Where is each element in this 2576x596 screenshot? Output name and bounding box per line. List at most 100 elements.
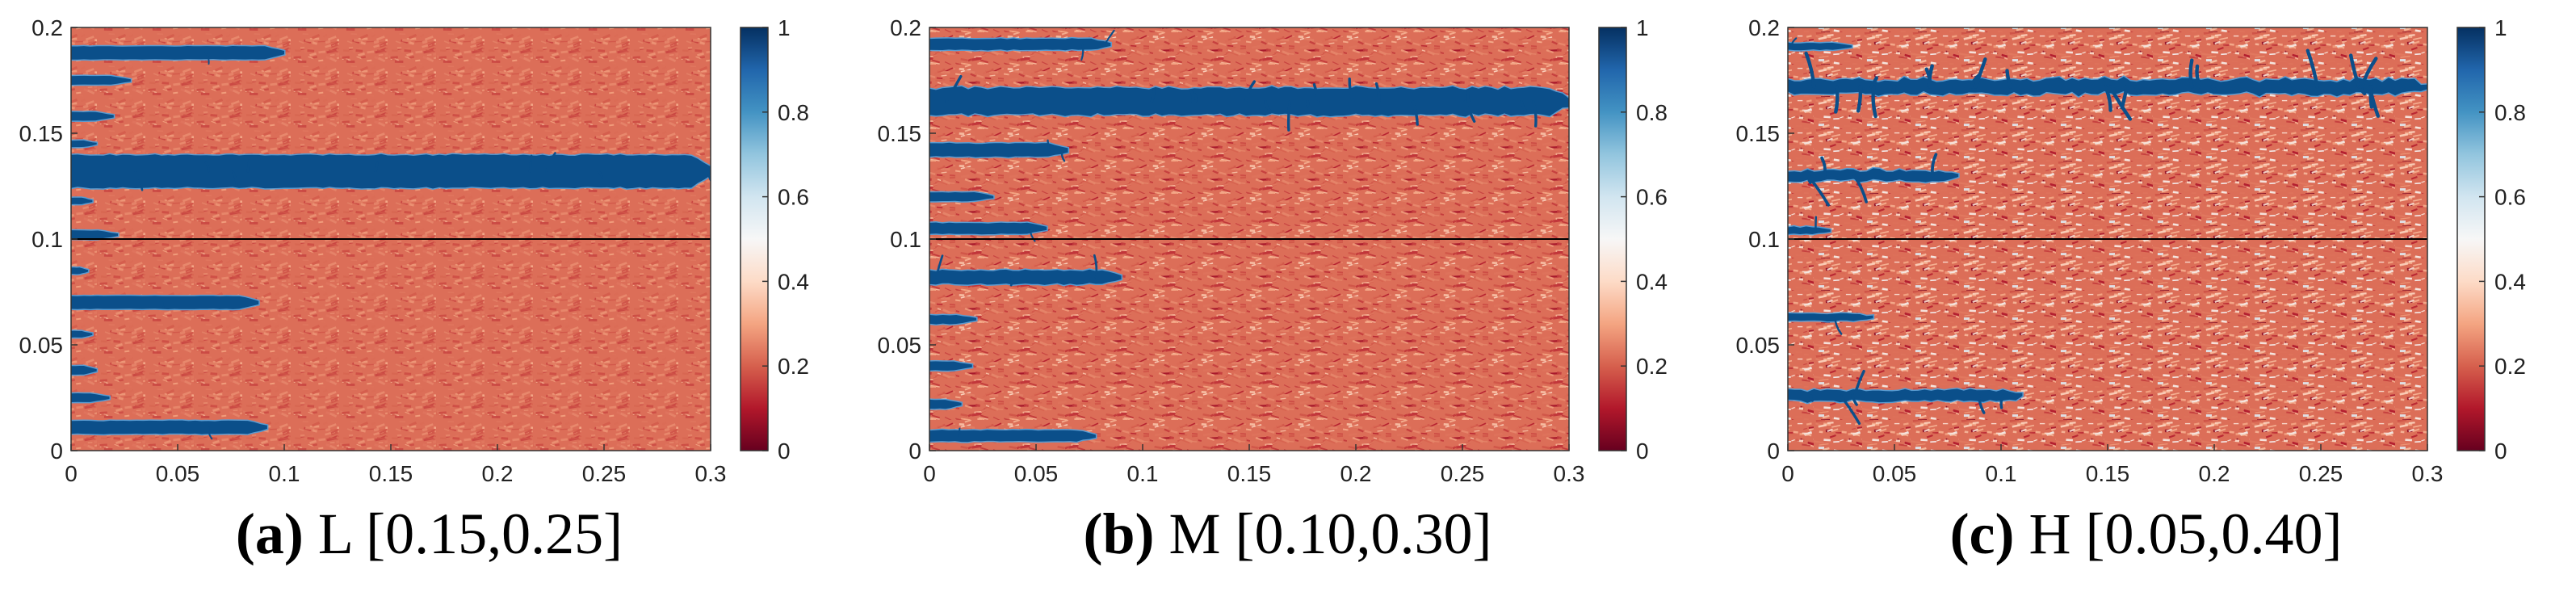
crack-branch	[1856, 85, 1863, 113]
y-tick-label: 0	[50, 439, 63, 464]
x-tick-label: 0.3	[1554, 461, 1585, 485]
x-tick-label: 0.05	[1014, 461, 1059, 485]
crack-branch	[2368, 85, 2380, 118]
crack-branch	[2108, 85, 2133, 121]
x-tick-label: 0	[65, 461, 78, 485]
crack-branch	[1924, 67, 1932, 89]
crack-branch	[1852, 174, 1868, 204]
colorbar-tick-label: 0.6	[1636, 185, 1668, 210]
caption-letter-c: (c)	[1949, 502, 2015, 566]
crack-branch	[1806, 174, 1831, 207]
crack-branch	[1871, 85, 1877, 119]
x-tick-label: 0.05	[156, 461, 200, 485]
y-tick-label: 0.2	[31, 15, 63, 40]
crack	[929, 222, 1047, 235]
crack-branch	[1532, 100, 1538, 128]
crack-branch	[1869, 76, 1878, 89]
colorbar	[740, 27, 769, 451]
crack-branch	[232, 170, 238, 187]
y-tick-label: 0.05	[19, 333, 64, 358]
crack-branch	[1839, 394, 1861, 425]
caption-b: (b) M [0.10,0.30]	[858, 501, 1717, 568]
crack-branch	[1999, 394, 2005, 409]
crack-branch	[2210, 85, 2217, 94]
x-tick-label: 0.1	[1986, 461, 2017, 485]
x-tick-label: 0.2	[1340, 461, 1372, 485]
crack-branch	[1809, 394, 1814, 402]
crack	[929, 86, 1569, 117]
caption-text-c: H [0.05,0.40]	[2028, 502, 2343, 566]
colorbar-tick-label: 0.8	[778, 100, 809, 125]
caption-letter-b: (b)	[1083, 502, 1155, 566]
crack-branch	[246, 159, 250, 173]
crack-branch	[2349, 53, 2361, 89]
heatmap-plot-c: 0 0.05 0.1 0.15 0.2 0.25 0.3 0 0.05 0.1 0.15 0.2 0 0.…	[1736, 15, 2526, 485]
crack-branch	[2305, 48, 2319, 89]
cracks-group	[1788, 37, 2427, 425]
colorbar-tick-label: 1	[1636, 15, 1649, 40]
crack-branch	[934, 254, 944, 279]
crack-branch	[1790, 37, 1798, 48]
x-tick-label: 0.15	[2086, 461, 2130, 485]
colorbar-tick-label: 0.2	[778, 354, 809, 379]
x-tick-label: 0.25	[2299, 461, 2343, 485]
crack-branch	[1306, 100, 1310, 108]
y-tick-label: 0.15	[1736, 121, 1781, 146]
crack-branch	[1029, 227, 1036, 242]
panel-c: 0 0.05 0.1 0.15 0.2 0.25 0.3 0 0.05 0.1 0.15 0.2 0 0.…	[1717, 0, 2575, 596]
colorbar-tick-label: 0	[778, 439, 791, 464]
colorbar-tick-label: 0.2	[1636, 354, 1668, 379]
y-tick-label: 0	[908, 439, 921, 464]
crack	[71, 230, 119, 240]
crack-branch	[1463, 100, 1476, 123]
caption-text-b: M [0.10,0.30]	[1168, 502, 1492, 566]
crack	[929, 192, 994, 202]
y-tick-label: 0.1	[890, 227, 921, 252]
colorbar-tick-label: 0	[2494, 439, 2507, 464]
y-tick-label: 0	[1767, 439, 1780, 464]
crack	[71, 296, 259, 309]
colorbar	[2456, 27, 2486, 451]
crack-branch	[1374, 82, 1381, 103]
crack-branch	[1103, 29, 1115, 46]
colorbar	[1598, 27, 1627, 451]
crack-branch	[1411, 100, 1419, 126]
crack-branch	[1080, 43, 1085, 61]
x-tick-label: 0.2	[2199, 461, 2230, 485]
crack-branch	[1047, 139, 1051, 152]
crack	[929, 38, 1111, 51]
x-tick-label: 0	[1781, 461, 1794, 485]
colorbar-tick-label: 0.4	[2494, 269, 2526, 294]
crack	[1788, 226, 1831, 234]
crack-branch	[1834, 316, 1843, 335]
crack-branch	[2133, 85, 2141, 94]
y-tick-label: 0.05	[1736, 333, 1781, 358]
cracks-group	[929, 29, 1569, 443]
x-tick-label: 0.3	[2412, 461, 2444, 485]
crack-branch	[1804, 51, 1816, 89]
crack-branch	[204, 161, 210, 173]
colorbar-tick-label: 0.4	[1636, 269, 1668, 294]
crack	[929, 430, 1096, 443]
crack-branch	[375, 161, 379, 173]
y-tick-label: 0.1	[31, 227, 63, 252]
y-tick-label: 0.05	[878, 333, 922, 358]
crack	[929, 315, 977, 325]
crack-branch	[1312, 83, 1320, 103]
colorbar-tick-label: 1	[778, 15, 791, 40]
x-tick-label: 0.25	[582, 461, 627, 485]
caption-text-a: L [0.15,0.25]	[317, 502, 623, 566]
crack-branch	[1244, 80, 1256, 103]
crack-branch	[208, 426, 213, 440]
x-tick-label: 0.2	[482, 461, 514, 485]
x-tick-label: 0.1	[1127, 461, 1159, 485]
crack-branch	[1970, 73, 1981, 89]
crack-branch	[1189, 89, 1194, 103]
crack	[929, 269, 1122, 285]
crack-branch	[1264, 100, 1273, 114]
panel-a: 0 0.05 0.1 0.15 0.2 0.25 0.3 0 0.05 0.1 0.15 0.2 0 0.…	[0, 0, 858, 596]
colorbar-tick-label: 0.2	[2494, 354, 2526, 379]
crack-branch	[1009, 275, 1013, 287]
x-tick-label: 0.3	[695, 461, 727, 485]
crack-branch	[2005, 69, 2012, 89]
